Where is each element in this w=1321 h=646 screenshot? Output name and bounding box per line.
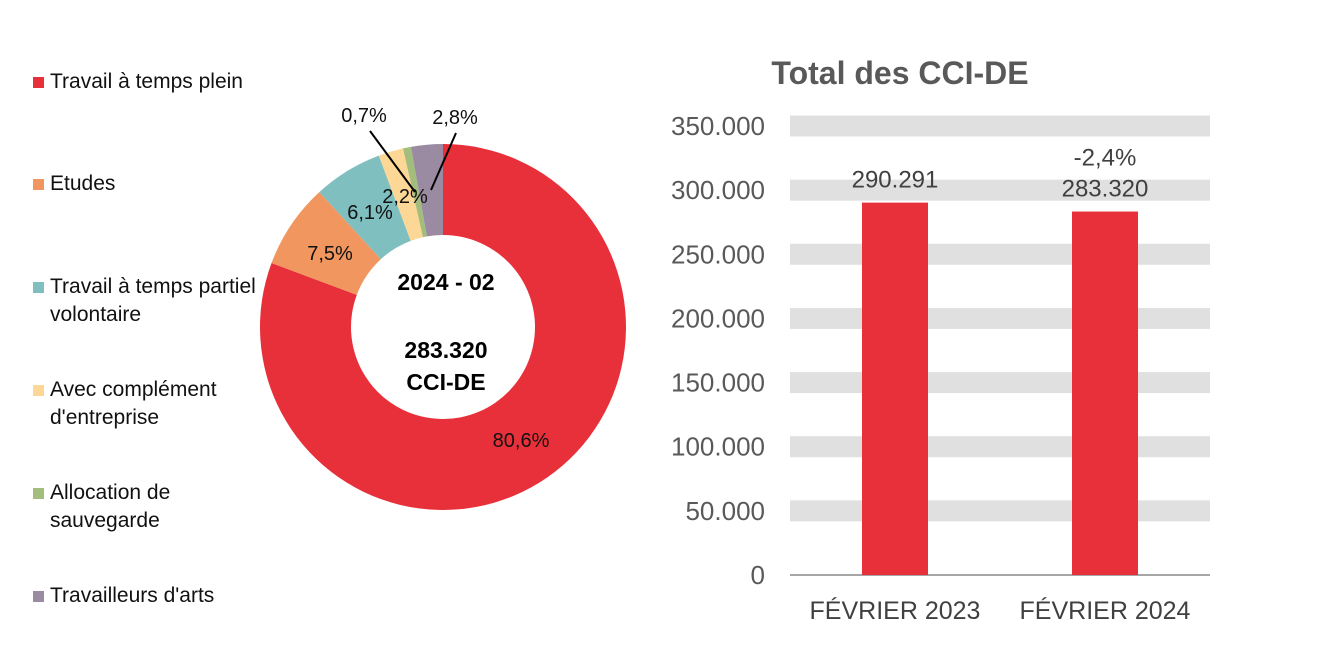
gridline bbox=[790, 307, 1210, 329]
donut-slice bbox=[319, 155, 411, 260]
legend-label: Travail à temps plein bbox=[50, 70, 243, 93]
legend-swatch bbox=[33, 488, 44, 499]
slice-label: 2,2% bbox=[382, 186, 428, 208]
legend-label: Travail à temps partiel volontaire bbox=[50, 275, 256, 326]
y-tick-label: 50.000 bbox=[685, 496, 765, 526]
legend-swatch bbox=[33, 591, 44, 602]
center-unit: CCI-DE bbox=[406, 369, 485, 395]
bar-data-label: 290.291 bbox=[852, 167, 939, 194]
legend-swatch bbox=[33, 385, 44, 396]
slice-label: 80,6% bbox=[493, 430, 550, 452]
donut-slice bbox=[410, 144, 443, 237]
x-category-label: FÉVRIER 2024 bbox=[1020, 596, 1191, 625]
y-tick-label: 0 bbox=[751, 560, 765, 590]
x-category-label: FÉVRIER 2023 bbox=[810, 596, 981, 625]
legend-item: Avec complément d'entreprise bbox=[33, 376, 280, 432]
donut-slice bbox=[259, 144, 626, 510]
change-label: -2,4% bbox=[1074, 145, 1137, 172]
bar bbox=[862, 202, 928, 575]
legend-item: Travail à temps partiel volontaire bbox=[33, 273, 280, 329]
donut-chart: 80,6% 7,5% 6,1%2,2% 0,7% 2,8% bbox=[259, 105, 626, 510]
gridline bbox=[790, 243, 1210, 265]
legend-swatch bbox=[33, 179, 44, 190]
bar-data-label: 283.320 bbox=[1062, 176, 1149, 203]
center-value: 283.320 bbox=[404, 337, 487, 363]
y-tick-label: 100.000 bbox=[671, 432, 765, 462]
donut-slice bbox=[378, 148, 423, 241]
gridline bbox=[790, 500, 1210, 522]
legend-label: Travailleurs d'arts bbox=[50, 584, 215, 607]
y-tick-label: 200.000 bbox=[671, 303, 765, 333]
center-period: 2024 - 02 bbox=[397, 269, 494, 295]
leader-line bbox=[430, 132, 457, 191]
legend-item: Travailleurs d'arts bbox=[33, 582, 280, 610]
legend-label: Avec complément d'entreprise bbox=[50, 378, 217, 429]
donut-center-label: 2024 - 02 283.320 CCI-DE bbox=[397, 269, 494, 395]
legend-swatch bbox=[33, 77, 44, 88]
slice-label: 2,8% bbox=[432, 107, 478, 129]
y-tick-label: 150.000 bbox=[671, 368, 765, 398]
gridline bbox=[790, 436, 1210, 458]
legend-item: Travail à temps plein bbox=[33, 68, 280, 96]
bar bbox=[1072, 211, 1138, 576]
legend-label: Allocation de sauvegarde bbox=[50, 481, 171, 532]
gridline bbox=[790, 372, 1210, 394]
bar-chart-title: Total des CCI-DE bbox=[771, 55, 1028, 91]
y-tick-label: 300.000 bbox=[671, 175, 765, 205]
legend-label: Etudes bbox=[50, 172, 116, 195]
legend-item: Allocation de sauvegarde bbox=[33, 479, 280, 535]
gridline bbox=[790, 115, 1210, 137]
y-tick-label: 350.000 bbox=[671, 111, 765, 141]
bar-chart: 0 50.000 100.000 150.000 200.000 250.000 300.0… bbox=[671, 111, 1210, 625]
leader-line bbox=[369, 130, 416, 193]
slice-label: 7,5% bbox=[307, 243, 353, 265]
legend-item: Etudes bbox=[33, 170, 280, 198]
y-tick-label: 250.000 bbox=[671, 239, 765, 269]
legend-swatch bbox=[33, 282, 44, 293]
slice-label: 0,7% bbox=[341, 105, 387, 127]
gridline bbox=[790, 179, 1210, 201]
slice-label: 6,1% bbox=[347, 202, 393, 224]
donut-slice bbox=[271, 192, 381, 295]
